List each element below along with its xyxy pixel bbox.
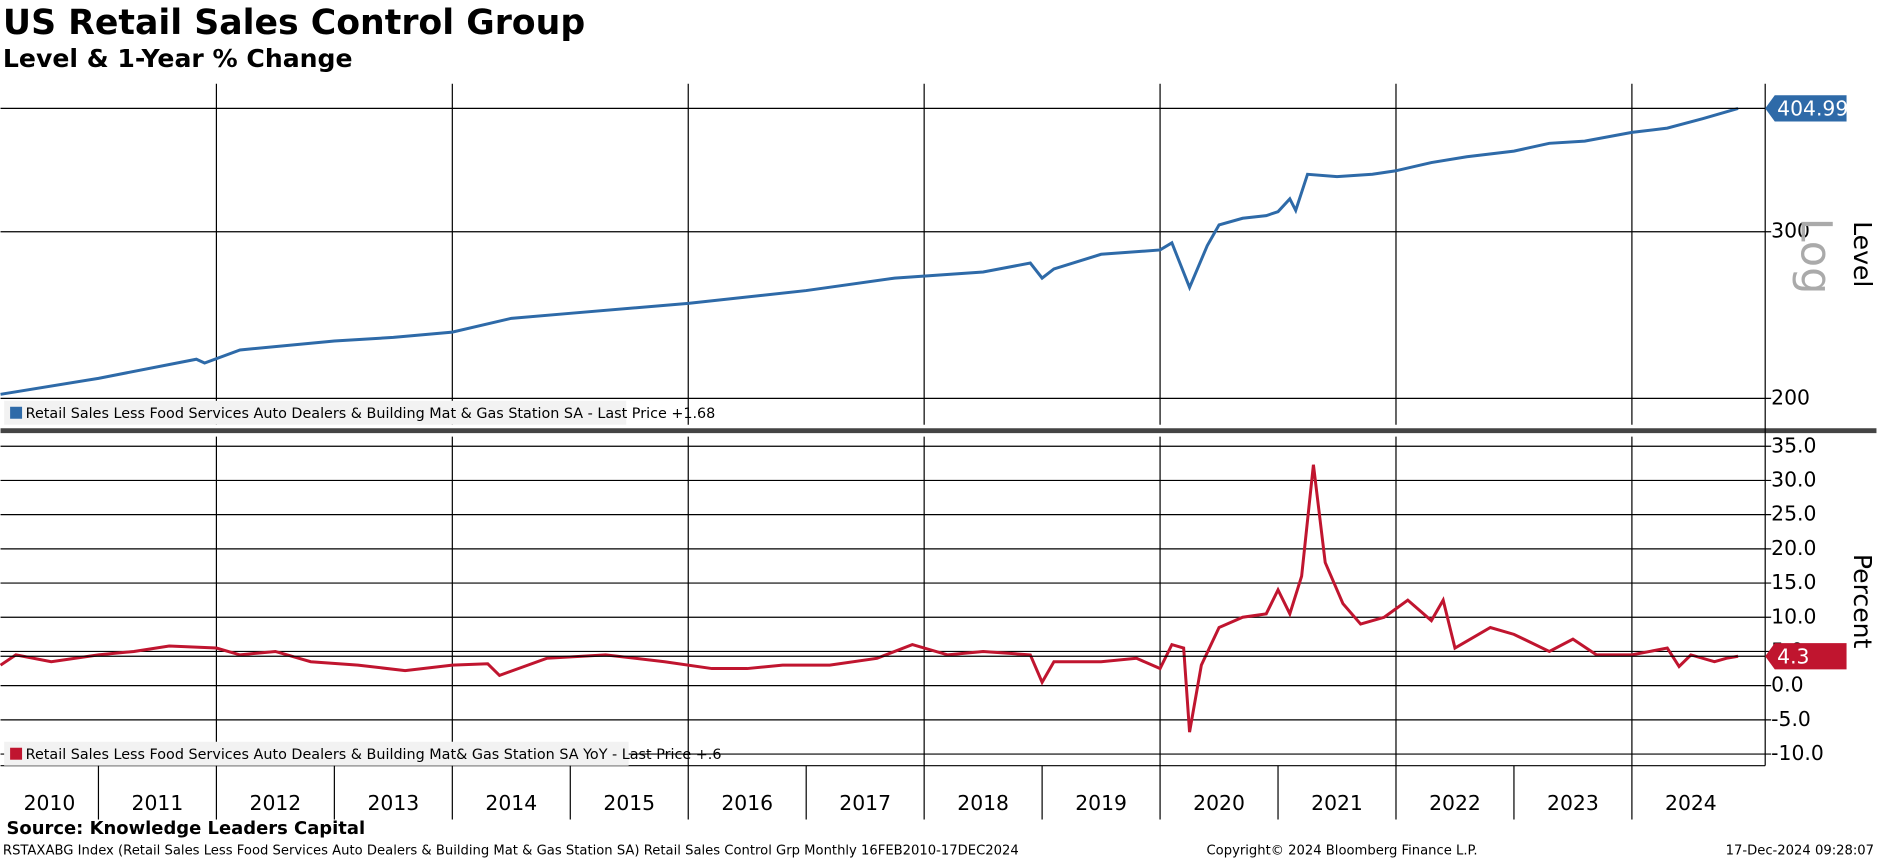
y-axis-label: Level (1848, 221, 1877, 287)
legend-label: Retail Sales Less Food Services Auto Dea… (26, 747, 722, 763)
y-tick-label: 0.0 (1771, 673, 1803, 697)
copyright: Copyright© 2024 Bloomberg Finance L.P. (1206, 844, 1477, 859)
y-tick-label: -10.0 (1771, 741, 1824, 765)
legend-label: Retail Sales Less Food Services Auto Dea… (26, 406, 716, 422)
y-tick-label: 300 (1771, 219, 1810, 243)
last-value-tag (1765, 95, 1847, 122)
scale-label: Log (1791, 218, 1841, 295)
source: Source: Knowledge Leaders Capital (7, 818, 366, 839)
x-tick-label: 2015 (603, 791, 655, 815)
y-tick-label: 200 (1771, 385, 1810, 409)
description: RSTAXABG Index (Retail Sales Less Food S… (3, 844, 1019, 859)
y-tick-label: 30.0 (1771, 467, 1816, 491)
y-tick-label: -5.0 (1771, 707, 1811, 731)
y-axis-label: Percent (1848, 554, 1877, 649)
x-tick-label: 2016 (721, 791, 773, 815)
legend-box (4, 400, 627, 425)
x-tick-label: 2022 (1429, 791, 1481, 815)
y-tick-label: 35.0 (1771, 433, 1816, 457)
x-tick-label: 2019 (1075, 791, 1127, 815)
y-tick-label: 20.0 (1771, 536, 1816, 560)
series-line (0, 106, 1739, 396)
legend-box (4, 741, 629, 766)
chart-title: US Retail Sales Control Group (3, 3, 585, 43)
timestamp: 17-Dec-2024 09:28:07 (1726, 844, 1874, 859)
y-tick-label: 10.0 (1771, 604, 1816, 628)
x-tick-label: 2011 (132, 791, 184, 815)
chart-subtitle: Level & 1-Year % Change (3, 44, 353, 73)
x-tick-label: 2017 (839, 791, 891, 815)
x-tick-label: 2010 (24, 791, 76, 815)
x-tick-label: 2024 (1665, 791, 1717, 815)
x-tick-label: 2012 (250, 791, 302, 815)
x-tick-label: 2020 (1193, 791, 1245, 815)
x-tick-label: 2021 (1311, 791, 1363, 815)
legend-swatch (10, 747, 23, 760)
x-tick-label: 2014 (485, 791, 537, 815)
last-value-label: 4.3 (1777, 644, 1809, 668)
y-tick-label: 25.0 (1771, 502, 1816, 526)
series-line (0, 464, 1739, 733)
x-tick-label: 2018 (957, 791, 1009, 815)
y-tick-label: 15.0 (1771, 570, 1816, 594)
last-value-tag (1765, 643, 1847, 670)
legend-swatch (10, 406, 23, 419)
x-tick-label: 2013 (367, 791, 419, 815)
last-value-label: 404.99 (1777, 97, 1848, 121)
x-tick-label: 2023 (1547, 791, 1599, 815)
